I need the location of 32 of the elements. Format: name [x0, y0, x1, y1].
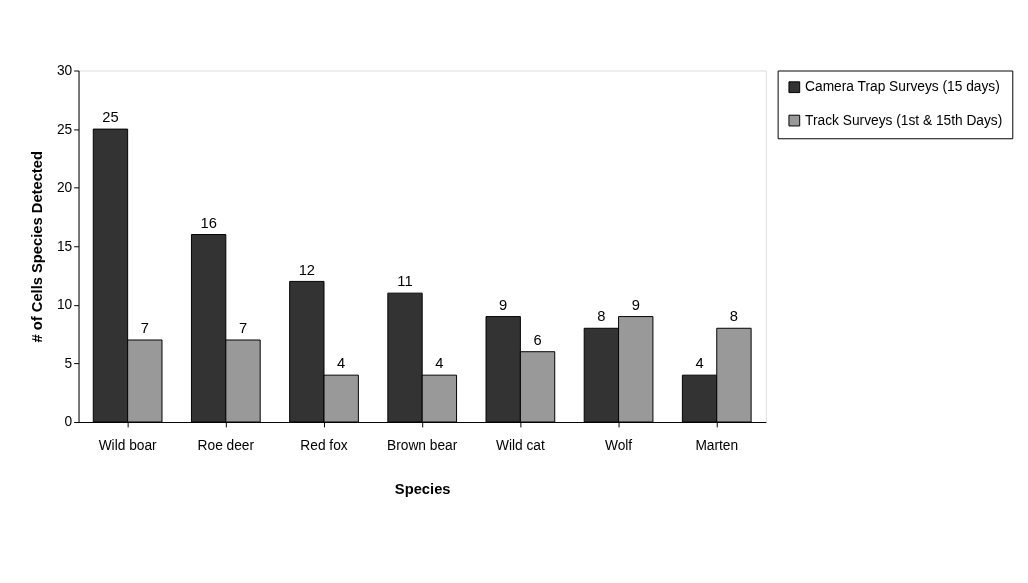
- data-label: 16: [200, 214, 217, 231]
- data-label: 6: [533, 331, 542, 348]
- x-tick-label: Roe deer: [197, 438, 255, 453]
- data-label: 4: [695, 355, 704, 372]
- y-tick-label: 0: [64, 414, 73, 430]
- x-tick-label: Red fox: [300, 438, 348, 453]
- data-label: 11: [397, 273, 413, 290]
- x-tick-label: Brown bear: [387, 438, 458, 453]
- data-label: 7: [140, 320, 149, 337]
- data-label: 9: [499, 296, 508, 313]
- data-label: 9: [631, 296, 640, 313]
- data-label: 25: [102, 109, 119, 126]
- y-tick-label: 10: [56, 297, 73, 313]
- y-tick-label: 15: [56, 238, 73, 254]
- data-label: 4: [435, 355, 444, 372]
- data-label: 8: [597, 308, 606, 325]
- data-label: 8: [729, 308, 739, 325]
- x-tick-label: Wild cat: [495, 438, 545, 453]
- data-label: 4: [337, 355, 346, 372]
- y-tick-label: 5: [64, 355, 73, 371]
- data-label: 7: [238, 320, 248, 337]
- x-axis-title: Species: [394, 481, 451, 498]
- data-label: 12: [298, 261, 316, 278]
- legend-label: Track Surveys (1st & 15th Days): [805, 112, 1003, 128]
- legend-label: Camera Trap Surveys (15 days): [805, 79, 1000, 95]
- y-tick-label: 20: [56, 180, 73, 196]
- x-tick-label: Wild boar: [98, 438, 158, 453]
- x-tick-label: Wolf: [604, 438, 633, 453]
- y-tick-label: 30: [56, 62, 73, 78]
- y-tick-label: 25: [56, 121, 73, 137]
- y-axis-title: # of Cells Species Detected: [29, 151, 46, 343]
- x-tick-label: Marten: [695, 438, 739, 453]
